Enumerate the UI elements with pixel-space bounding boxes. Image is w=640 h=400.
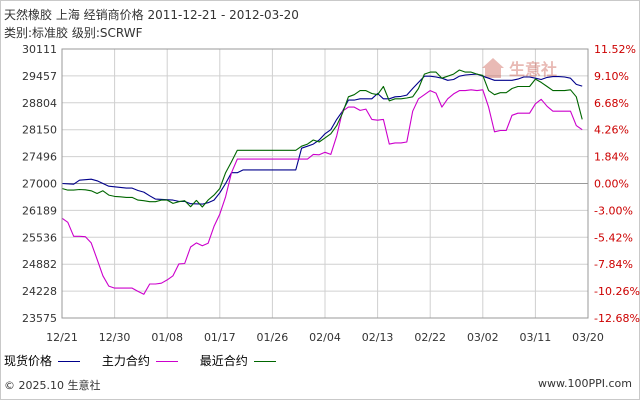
chart-subtitle: 类别:标准胶 级别:SCRWF	[4, 26, 143, 40]
series-line-recent	[61, 69, 583, 208]
y-left-tick-label: 23575	[22, 312, 57, 325]
y-right-tick-label: 0.00%	[594, 178, 629, 191]
legend-swatch-recent	[253, 361, 276, 362]
series-line-spot	[61, 73, 583, 205]
y-left-tick-label: 24882	[22, 258, 57, 271]
x-tick-label: 02/22	[414, 331, 446, 344]
y-right-tick-label: 11.52%	[594, 43, 636, 56]
watermark: 生意社	[482, 58, 557, 79]
legend-swatch-spot	[58, 361, 81, 362]
chart-legend: 现货价格 主力合约 最近合约	[4, 352, 294, 369]
legend-label-main: 主力合约	[101, 354, 150, 368]
watermark-text: 生意社	[509, 60, 557, 79]
y-right-tick-label: -7.84%	[594, 258, 633, 271]
x-tick-label: 02/04	[309, 331, 341, 344]
x-tick-label: 02/13	[362, 331, 394, 344]
y-right-tick-label: 6.68%	[594, 97, 629, 110]
y-left-tick-label: 28804	[22, 97, 57, 110]
legend-item-spot: 现货价格	[4, 352, 81, 369]
series-layer	[61, 69, 583, 295]
y-left-tick-label: 24228	[22, 285, 57, 298]
y-left-tick-label: 27496	[22, 151, 57, 164]
y-left-tick-label: 28150	[22, 124, 57, 137]
y-right-tick-label: 4.26%	[594, 124, 629, 137]
x-tick-label: 01/17	[204, 331, 236, 344]
series-line-main	[61, 89, 583, 295]
y-left-tick-label: 29457	[22, 70, 57, 83]
legend-label-recent: 最近合约	[199, 354, 248, 368]
x-tick-label: 03/02	[467, 331, 499, 344]
x-tick-label: 03/11	[520, 331, 552, 344]
x-tick-label: 12/21	[46, 331, 78, 344]
y-left-tick-label: 25536	[22, 231, 57, 244]
x-tick-label: 12/30	[99, 331, 131, 344]
x-tick-label: 01/08	[151, 331, 183, 344]
legend-label-spot: 现货价格	[4, 354, 53, 368]
y-right-tick-label: 9.10%	[594, 70, 629, 83]
legend-item-main: 主力合约	[102, 352, 178, 369]
y-left-tick-label: 26189	[22, 204, 57, 217]
x-tick-label: 03/20	[572, 331, 604, 344]
footer-copyright: © 2025.10 生意社	[4, 379, 101, 392]
x-tick-label: 01/26	[257, 331, 289, 344]
chart-title: 天然橡胶 上海 经销商价格 2011-12-21 - 2012-03-20	[4, 8, 299, 22]
y-left-tick-label: 27000	[22, 178, 57, 191]
chart-axes: 30111 11.52% 29457 9.10% 28804 6.68% 28150 4.26…	[22, 43, 640, 344]
plot-border	[61, 48, 589, 319]
house-logo-icon	[482, 58, 504, 78]
legend-item-recent: 最近合约	[200, 352, 276, 369]
y-right-tick-label: -12.68%	[594, 312, 640, 325]
price-line-chart: 生意社 30111 11.52% 29457 9.10% 28804 6.68% 28150…	[22, 43, 640, 344]
y-right-tick-label: -5.42%	[594, 231, 633, 244]
y-left-tick-label: 30111	[22, 43, 57, 56]
y-right-tick-label: -3.00%	[594, 204, 633, 217]
y-right-tick-label: 1.84%	[594, 151, 629, 164]
footer-url[interactable]: www.100PPI.com	[538, 377, 632, 390]
chart-grid	[61, 48, 589, 319]
y-right-tick-label: -10.26%	[594, 285, 640, 298]
legend-swatch-main	[155, 361, 178, 362]
